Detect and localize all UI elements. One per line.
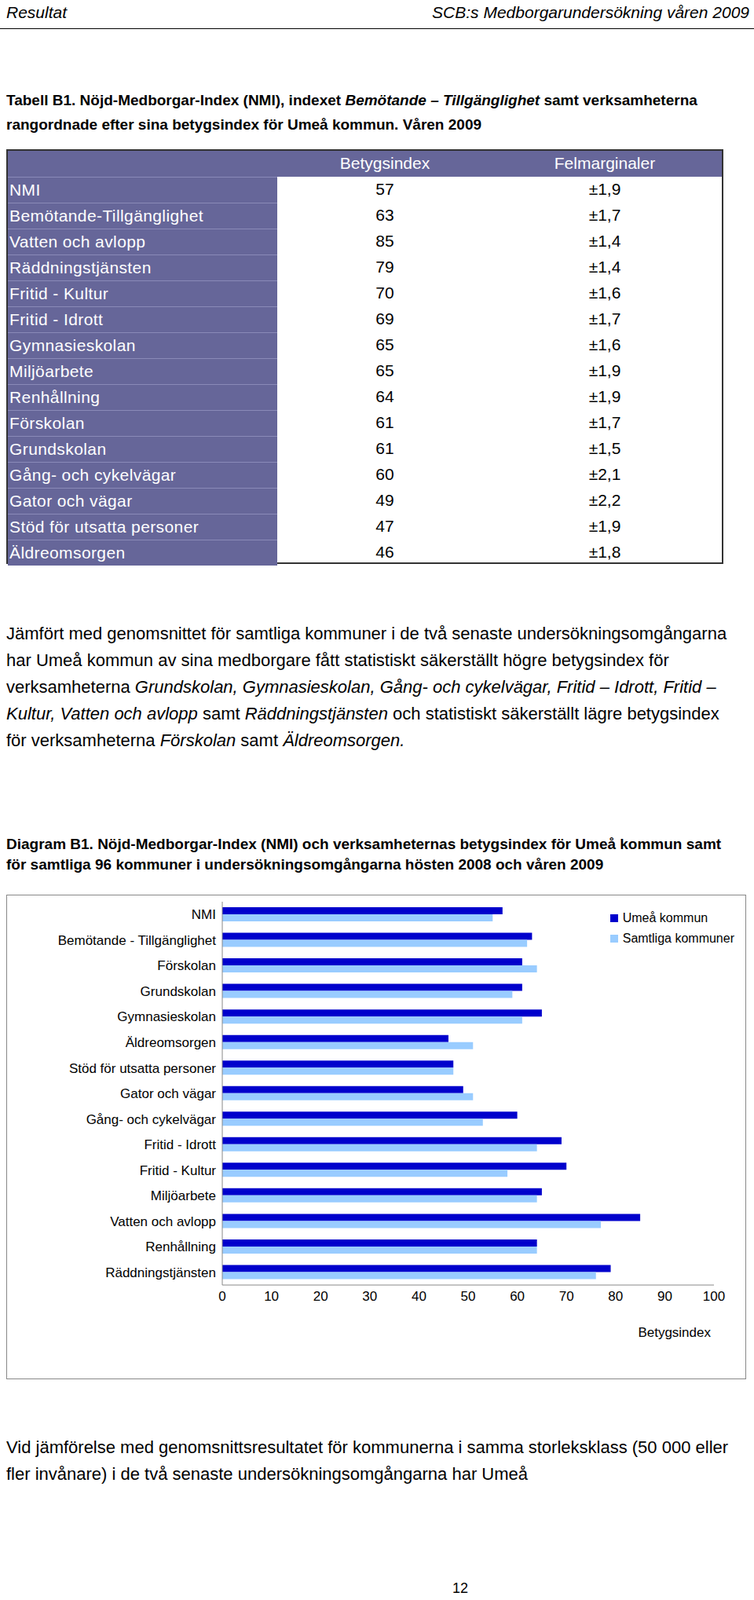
html-text:±1,9: ±1,9 (588, 361, 621, 380)
html-text:Bemötande-Tillgänglighet: Bemötande-Tillgänglighet (9, 206, 204, 225)
html-text:Umeå kommun: Umeå kommun (622, 911, 708, 925)
svg-text:Fritid - Kultur: Fritid - Kultur (139, 1163, 217, 1179)
html-text:±1,7: ±1,7 (588, 309, 621, 328)
svg-text:Gymnasieskolan: Gymnasieskolan (117, 1009, 216, 1025)
svg-text:NMI: NMI (191, 907, 216, 923)
html-text:±1,7: ±1,7 (588, 205, 621, 224)
html-text:Räddningstjänsten: Räddningstjänsten (9, 258, 152, 277)
svg-text:100: 100 (702, 1288, 725, 1304)
html-text:65: 65 (375, 361, 395, 380)
html-text:Felmarginaler: Felmarginaler (554, 153, 656, 173)
svg-text:80: 80 (607, 1288, 623, 1304)
svg-text:50: 50 (461, 1288, 476, 1304)
html-text:±1,5: ±1,5 (588, 439, 621, 458)
html-text:Tabell B1. Nöjd-Medborgar-Inde: Tabell B1. Nöjd-Medborgar-Index (NMI), i… (6, 91, 698, 133)
svg-text:Grundskolan: Grundskolan (140, 984, 216, 1000)
html-text:±1,4: ±1,4 (588, 257, 621, 276)
html-text:61: 61 (375, 413, 395, 432)
html-text:Förskolan: Förskolan (9, 413, 85, 432)
html-text:Samtliga kommuner: Samtliga kommuner (622, 931, 735, 945)
html-text:±1,7: ±1,7 (588, 413, 621, 432)
html-text:±2,1: ±2,1 (588, 464, 621, 484)
html-text:±1,6: ±1,6 (588, 335, 621, 354)
html-text:SCB:s Medborgarundersökning vå: SCB:s Medborgarundersökning våren 2009 (432, 3, 750, 22)
html-text:±1,9: ±1,9 (588, 516, 621, 535)
html-text:Miljöarbete: Miljöarbete (9, 362, 94, 381)
html-text:Fritid - Idrott: Fritid - Idrott (9, 310, 104, 329)
svg-text:40: 40 (411, 1288, 427, 1304)
html-text:Jämfört med genomsnittet för s: Jämfört med genomsnittet för samtliga ko… (6, 623, 727, 751)
html-text:64: 64 (375, 387, 395, 406)
html-text:Diagram B1. Nöjd-Medborgar-Ind: Diagram B1. Nöjd-Medborgar-Index (NMI) o… (6, 835, 722, 873)
svg-text:Bemötande - Tillgänglighet: Bemötande - Tillgänglighet (58, 933, 217, 948)
svg-text:Stöd för utsatta personer: Stöd för utsatta personer (69, 1061, 216, 1077)
html-text:Gång- och cykelvägar: Gång- och cykelvägar (9, 465, 177, 484)
html-text:63: 63 (375, 205, 395, 224)
html-text:Resultat: Resultat (6, 3, 67, 22)
html-text:61: 61 (375, 439, 395, 458)
html-text:46: 46 (375, 542, 395, 561)
html-text:Renhållning: Renhållning (9, 387, 100, 407)
svg-text:60: 60 (509, 1288, 525, 1304)
html-text:65: 65 (375, 335, 395, 354)
html-text:60: 60 (375, 464, 395, 484)
svg-text:Fritid - Idrott: Fritid - Idrott (143, 1137, 216, 1153)
html-text:Grundskolan: Grundskolan (9, 439, 107, 458)
html-text:Vatten och avlopp: Vatten och avlopp (9, 232, 146, 251)
html-text:Vid jämförelse med genomsnitts: Vid jämförelse med genomsnittsresultatet… (6, 1437, 729, 1484)
svg-text:Äldreomsorgen: Äldreomsorgen (125, 1035, 216, 1051)
html-text:Stöd för utsatta personer: Stöd för utsatta personer (9, 517, 199, 536)
html-text:85: 85 (375, 231, 395, 250)
svg-text:90: 90 (657, 1288, 673, 1304)
svg-text:Gång- och cykelvägar: Gång- och cykelvägar (86, 1112, 217, 1128)
svg-text:Vatten och avlopp: Vatten och avlopp (109, 1214, 216, 1230)
html-text:NMI: NMI (9, 180, 41, 199)
html-text:49: 49 (375, 490, 395, 509)
html-text:±1,9: ±1,9 (588, 179, 621, 198)
html-text:±1,4: ±1,4 (588, 231, 621, 250)
html-text:Äldreomsorgen: Äldreomsorgen (9, 543, 126, 562)
svg-text:Renhållning: Renhållning (145, 1239, 216, 1255)
html-text:79: 79 (375, 257, 395, 276)
html-text:70: 70 (375, 283, 395, 302)
html-text:Gator och vägar: Gator och vägar (9, 491, 133, 510)
svg-text:0: 0 (218, 1288, 226, 1304)
html-text:±1,6: ±1,6 (588, 283, 621, 302)
html-text:69: 69 (375, 309, 395, 328)
svg-text:70: 70 (559, 1288, 575, 1304)
svg-text:Betygsindex: Betygsindex (637, 1324, 711, 1340)
svg-text:Gator och vägar: Gator och vägar (120, 1086, 216, 1102)
svg-text:20: 20 (313, 1288, 329, 1304)
html-text:57: 57 (375, 179, 395, 198)
svg-text:Miljöarbete: Miljöarbete (150, 1188, 216, 1204)
html-text:±1,8: ±1,8 (588, 542, 621, 561)
html-text:±1,9: ±1,9 (588, 387, 621, 406)
svg-text:Räddningstjänsten: Räddningstjänsten (105, 1265, 216, 1281)
svg-text:30: 30 (362, 1288, 377, 1304)
svg-text:Förskolan: Förskolan (157, 958, 216, 974)
html-text:Betygsindex: Betygsindex (339, 153, 430, 173)
svg-text:10: 10 (263, 1288, 279, 1304)
html-text:±2,2: ±2,2 (588, 490, 621, 509)
html-text:47: 47 (375, 516, 395, 535)
html-text:Gymnasieskolan: Gymnasieskolan (9, 336, 136, 355)
html-text:12: 12 (452, 1580, 469, 1596)
html-text:Fritid - Kultur: Fritid - Kultur (9, 284, 109, 303)
